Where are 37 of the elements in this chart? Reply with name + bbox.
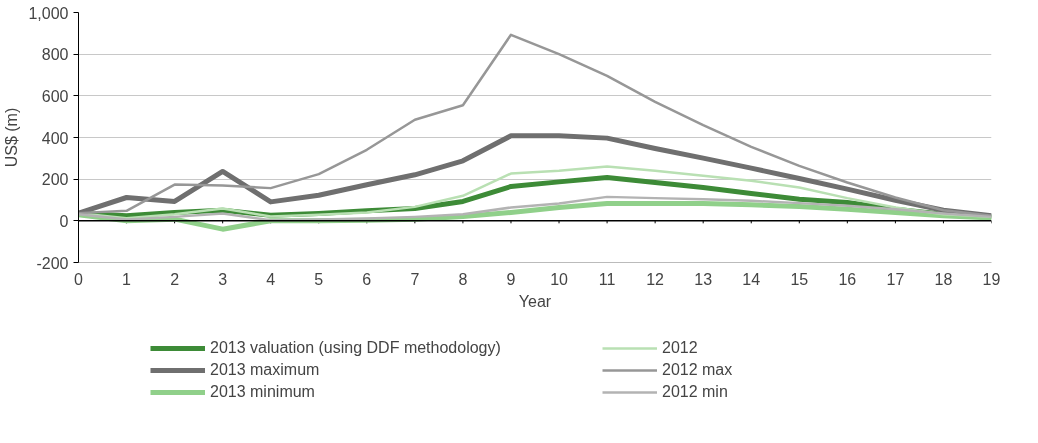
x-tick-label: 0 — [74, 270, 84, 288]
x-tick-label: 4 — [266, 270, 276, 288]
x-tick-label: 16 — [838, 270, 857, 288]
x-tick-label: 6 — [362, 270, 372, 288]
y-tick-label: 0 — [59, 212, 69, 230]
legend-label: 2012 — [662, 339, 699, 357]
x-tick-label: 10 — [550, 270, 569, 288]
x-axis-title: Year — [518, 292, 552, 310]
legend-label: 2013 minimum — [210, 383, 316, 401]
line-series — [78, 33, 992, 218]
x-tick-label: 18 — [934, 270, 953, 288]
x-tick-label: 3 — [218, 270, 228, 288]
x-tick-label: 13 — [694, 270, 713, 288]
x-tick-label: 8 — [458, 270, 468, 288]
x-tick-label: 2 — [170, 270, 180, 288]
x-tick-label: 12 — [646, 270, 665, 288]
legend-label: 2013 valuation (using DDF methodology) — [210, 339, 502, 357]
legend-label: 2013 maximum — [210, 361, 321, 379]
y-tick-label: 200 — [41, 171, 69, 189]
y-tick-label: 1,000 — [28, 4, 69, 22]
x-tick-label: 9 — [506, 270, 516, 288]
x-tick-label: 14 — [742, 270, 761, 288]
x-tick-label: 15 — [790, 270, 809, 288]
y-tick-label: 400 — [41, 129, 69, 147]
legend-label: 2012 min — [662, 383, 729, 401]
y-tick-label: 600 — [41, 87, 69, 105]
x-tick-label: 19 — [982, 270, 1001, 288]
x-tick-label: 7 — [410, 270, 420, 288]
x-tick-label: 11 — [598, 270, 616, 288]
y-tick-label: 800 — [41, 46, 69, 64]
y-axis-title: US$ (m) — [3, 107, 21, 168]
legend-label: 2012 max — [662, 361, 734, 379]
line-series — [78, 195, 992, 222]
x-tick-label: 17 — [886, 270, 905, 288]
y-tick-label: -200 — [36, 254, 69, 272]
x-tick-label: 1 — [122, 270, 132, 288]
x-tick-label: 5 — [314, 270, 324, 288]
